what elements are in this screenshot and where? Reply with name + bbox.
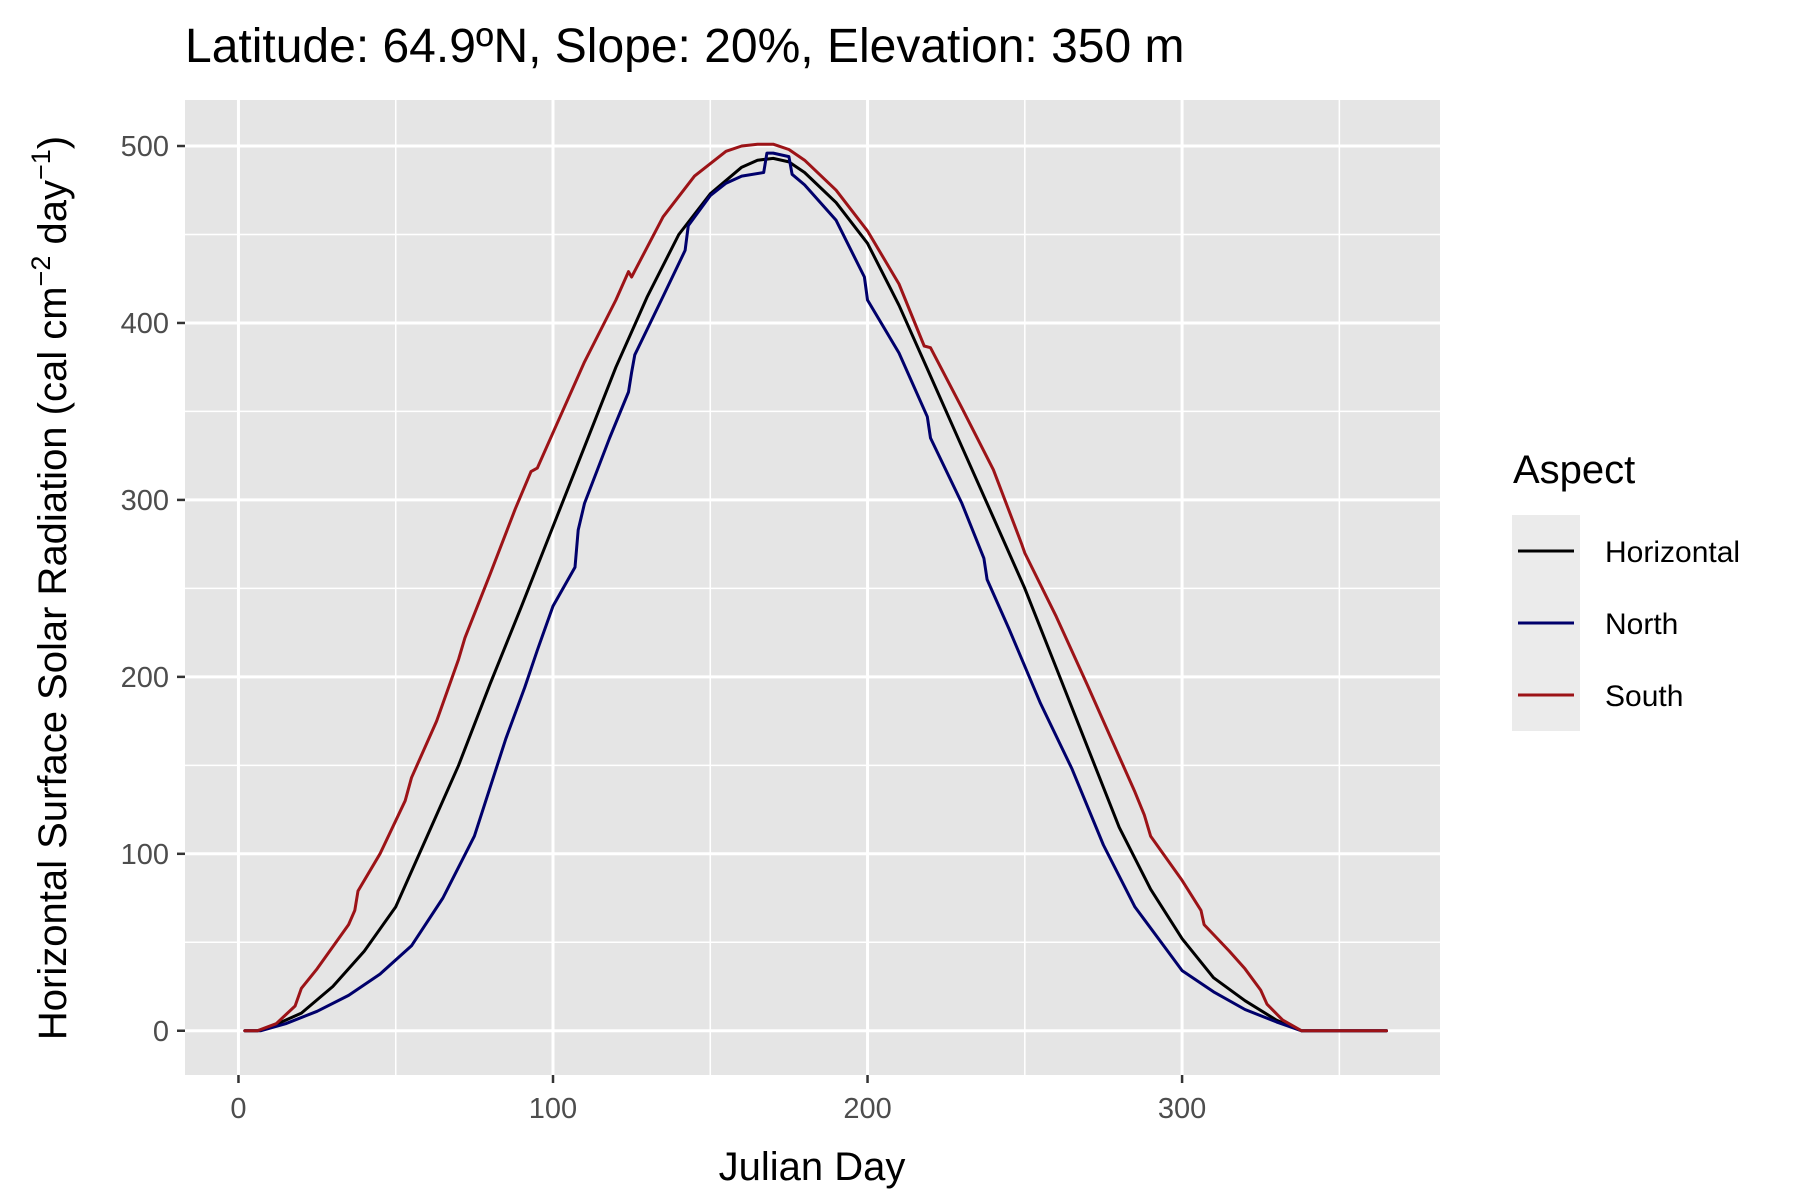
minor-gridlines: [185, 100, 1440, 1075]
x-tick-label: 300: [1158, 1093, 1206, 1125]
major-gridlines: [185, 100, 1440, 1075]
y-axis-title-exp2: −1: [26, 149, 56, 180]
series-line-north: [243, 151, 1388, 1033]
legend-title: Aspect: [1513, 448, 1635, 492]
y-axis-title: Horizontal Surface Solar Radiation (cal …: [26, 136, 75, 1040]
x-axis: 0 100 200 300: [230, 1075, 1206, 1125]
x-tick-label: 0: [230, 1093, 246, 1125]
y-axis-title-open: (: [31, 401, 75, 415]
legend-label-horizontal: Horizontal: [1605, 536, 1740, 569]
y-tick-label: 200: [121, 662, 169, 694]
y-axis-title-unit2: day: [31, 180, 75, 256]
y-axis: 0 100 200 300 400 500: [121, 131, 185, 1048]
y-axis-title-unit1: cal cm: [31, 286, 75, 402]
chart-title: Latitude: 64.9ºN, Slope: 20%, Elevation:…: [185, 20, 1185, 73]
x-axis-title: Julian Day: [719, 1145, 906, 1189]
legend-label-north: North: [1605, 608, 1678, 641]
series-lines: [243, 142, 1388, 1033]
x-tick-label: 200: [843, 1093, 891, 1125]
y-axis-title-close: ): [31, 136, 75, 149]
y-axis-title-exp1: −2: [26, 256, 56, 287]
y-tick-label: 0: [153, 1016, 169, 1048]
y-tick-label: 500: [121, 131, 169, 163]
series-line-horizontal: [243, 156, 1388, 1033]
series-line-south: [243, 142, 1388, 1033]
x-tick-label: 100: [529, 1093, 577, 1125]
plot-panel: [185, 100, 1440, 1075]
y-tick-label: 400: [121, 308, 169, 340]
legend-label-south: South: [1605, 680, 1683, 713]
y-axis-title-main: Horizontal Surface Solar Radiation: [31, 415, 75, 1040]
legend: Aspect Horizontal North South: [1512, 448, 1740, 731]
y-tick-label: 100: [121, 839, 169, 871]
y-tick-label: 300: [121, 485, 169, 517]
